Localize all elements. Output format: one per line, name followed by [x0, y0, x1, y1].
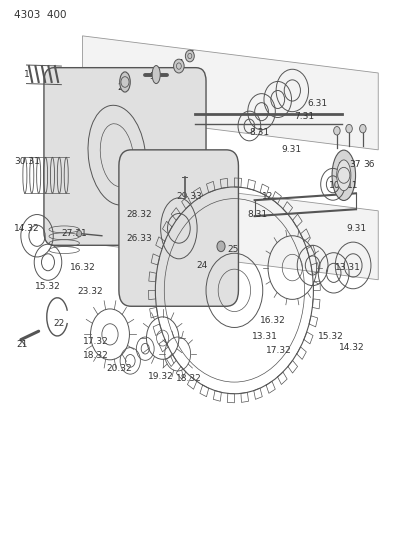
Text: 26.33: 26.33 — [126, 235, 152, 244]
Text: 8.31: 8.31 — [248, 210, 268, 219]
Circle shape — [217, 241, 225, 252]
Text: 9.31: 9.31 — [347, 224, 367, 233]
Text: 13.31: 13.31 — [335, 263, 360, 272]
Text: 12: 12 — [262, 192, 273, 201]
Text: 4303  400: 4303 400 — [13, 10, 66, 20]
Text: 17.32: 17.32 — [266, 346, 291, 355]
Text: 28.32: 28.32 — [126, 210, 152, 219]
Text: 5: 5 — [188, 50, 194, 59]
Ellipse shape — [337, 160, 351, 191]
Circle shape — [346, 124, 353, 133]
Text: 25: 25 — [228, 245, 239, 254]
Text: 19.32: 19.32 — [148, 372, 174, 381]
FancyBboxPatch shape — [119, 150, 238, 306]
Text: 27.31: 27.31 — [61, 229, 87, 238]
Text: 14.32: 14.32 — [14, 224, 40, 233]
Text: 16.32: 16.32 — [260, 316, 286, 325]
Text: 18.32: 18.32 — [176, 374, 202, 383]
Text: 17.32: 17.32 — [83, 337, 109, 346]
Text: 4: 4 — [177, 60, 183, 68]
Circle shape — [77, 230, 82, 237]
Text: 24: 24 — [197, 261, 208, 270]
Text: 23.32: 23.32 — [78, 287, 103, 296]
Text: 3: 3 — [149, 72, 155, 81]
Text: 29.33: 29.33 — [176, 192, 202, 201]
Text: 2: 2 — [117, 83, 122, 92]
Text: 7.31: 7.31 — [294, 112, 314, 122]
Text: 20.32: 20.32 — [106, 364, 131, 373]
Polygon shape — [82, 174, 378, 280]
Text: 13.31: 13.31 — [252, 332, 278, 341]
Text: 15.32: 15.32 — [35, 282, 60, 291]
Text: 6.31: 6.31 — [307, 99, 328, 108]
Text: 11: 11 — [347, 181, 358, 190]
Text: 10: 10 — [329, 181, 340, 190]
Text: 14.32: 14.32 — [339, 343, 364, 352]
Text: 22: 22 — [53, 319, 64, 328]
Text: 16.32: 16.32 — [69, 263, 95, 272]
Text: 8.31: 8.31 — [249, 128, 270, 138]
Ellipse shape — [152, 66, 160, 84]
Text: 9.31: 9.31 — [282, 146, 302, 155]
Circle shape — [359, 124, 366, 133]
Ellipse shape — [120, 72, 130, 92]
Text: 1: 1 — [24, 70, 29, 79]
Text: 30.31: 30.31 — [14, 157, 40, 166]
Circle shape — [174, 59, 184, 73]
Polygon shape — [82, 36, 378, 150]
Text: 36: 36 — [363, 160, 375, 169]
Text: 15.32: 15.32 — [318, 332, 344, 341]
Text: 38: 38 — [337, 163, 348, 171]
FancyBboxPatch shape — [44, 68, 206, 245]
Circle shape — [185, 50, 194, 62]
Ellipse shape — [332, 150, 355, 200]
Text: 37: 37 — [349, 160, 361, 169]
Text: 18.32: 18.32 — [83, 351, 109, 360]
Text: 21: 21 — [17, 341, 28, 350]
Circle shape — [334, 126, 340, 135]
